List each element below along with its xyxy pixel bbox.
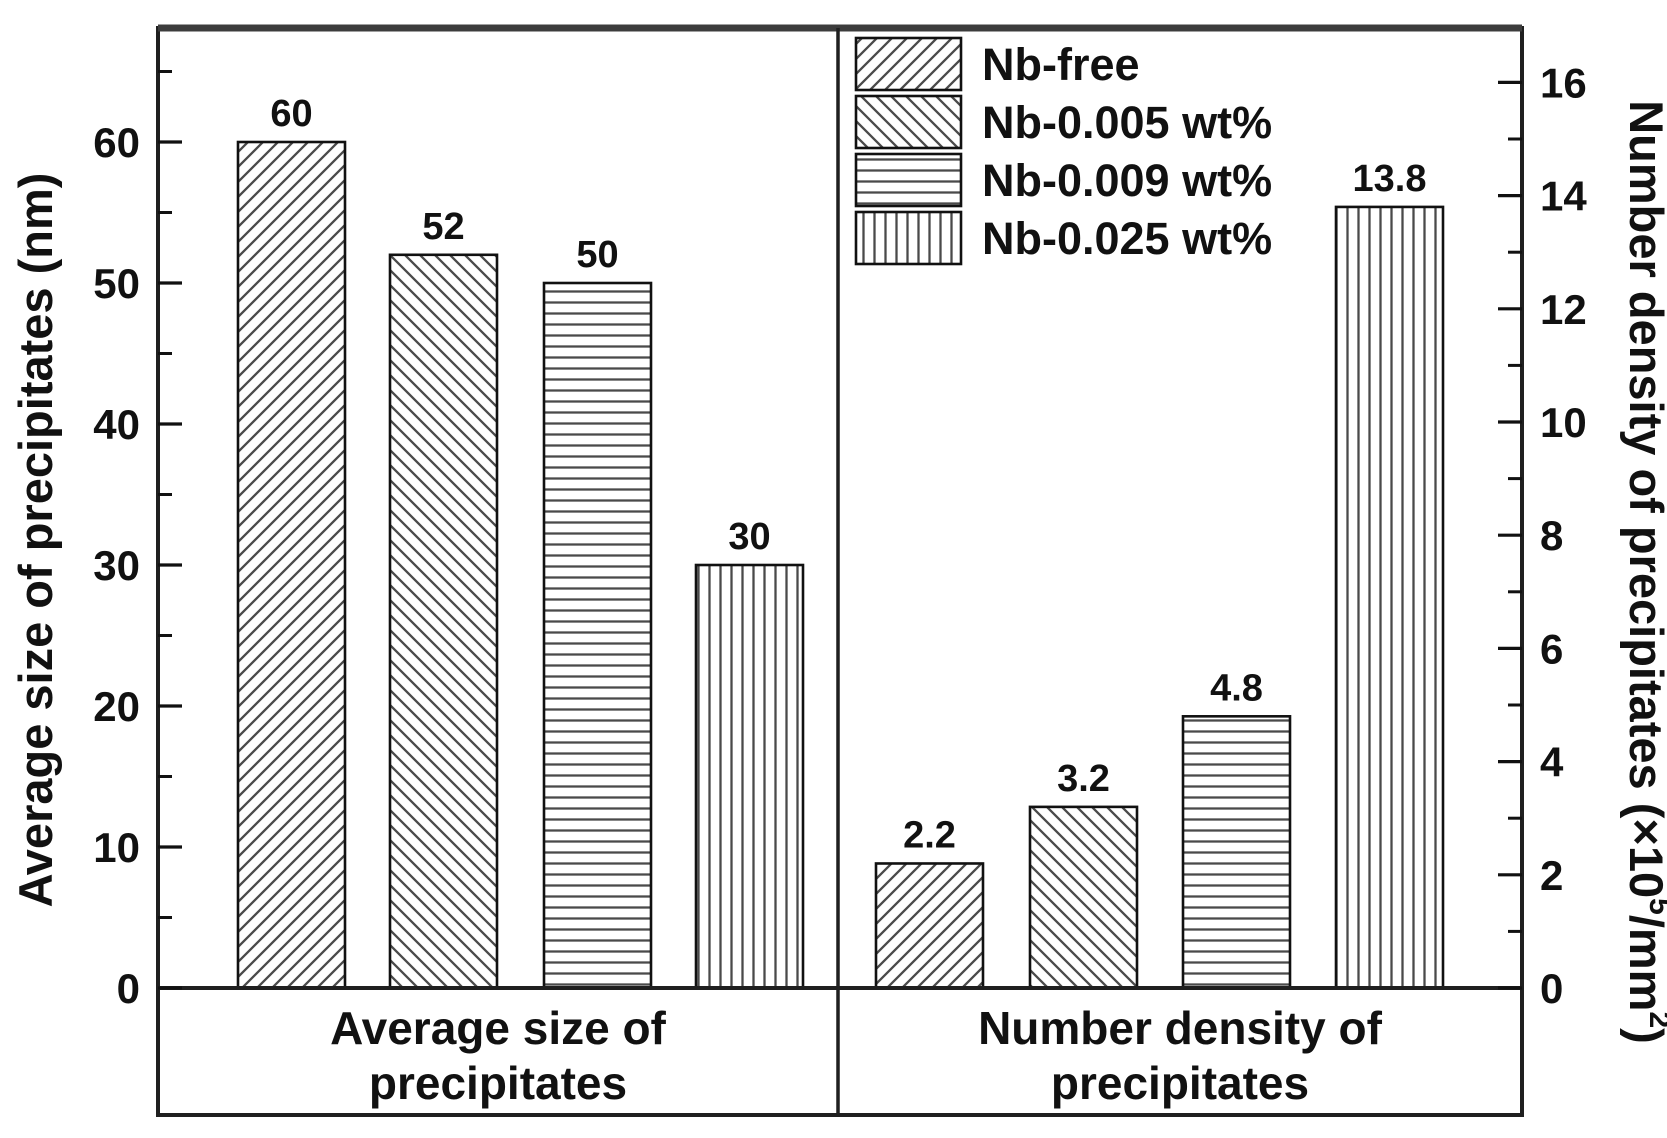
left-tick-label: 50	[93, 260, 140, 307]
left-axis-title: Average size of precipitates (nm)	[9, 173, 62, 908]
right-axis-ticks: 0 2 4 6 8 10 12 14 16	[1498, 59, 1587, 1012]
bar-average-size-of-precipitates-nb-0-025-wt	[694, 563, 805, 990]
right-axis-title: Number density of precipitates (×105/mm2…	[1620, 100, 1667, 1044]
bar-number-density-of-precipitates-nb-0-025-wt	[1334, 205, 1445, 990]
legend: Nb-free Nb-0.005 wt% Nb-0.009 wt% Nb-0.025 …	[854, 36, 1272, 266]
bar-value-label: 4.8	[1210, 667, 1263, 709]
category-label: Average size of	[330, 1002, 666, 1054]
category-label: precipitates	[369, 1057, 627, 1109]
bar-average-size-of-precipitates-nb-free	[236, 140, 347, 990]
bar-value-label: 30	[728, 516, 770, 558]
right-tick-label: 14	[1540, 173, 1587, 220]
legend-label: Nb-free	[982, 39, 1140, 90]
legend-swatch-diagonal-backward	[854, 94, 963, 150]
bars-layer: 60 52 50 30 2.2 3.2 4.8 13.8	[236, 93, 1445, 990]
legend-item-nb-0-005-wt: Nb-0.005 wt%	[854, 94, 1272, 150]
legend-item-nb-0-025-wt: Nb-0.025 wt%	[854, 210, 1272, 266]
legend-swatch-horizontal	[854, 152, 963, 208]
plot-frame	[156, 26, 1524, 1117]
right-tick-label: 8	[1540, 512, 1563, 559]
bar-number-density-of-precipitates-nb-0-009-wt	[1181, 715, 1292, 990]
bar-number-density-of-precipitates-nb-free	[874, 862, 985, 990]
bar-value-label: 52	[422, 206, 464, 248]
left-tick-label: 0	[117, 965, 140, 1012]
bar-value-label: 60	[270, 93, 312, 135]
bar-average-size-of-precipitates-nb-0-005-wt	[388, 253, 499, 990]
left-tick-label: 10	[93, 824, 140, 871]
right-tick-label: 6	[1540, 625, 1563, 672]
left-tick-label: 60	[93, 119, 140, 166]
bar-number-density-of-precipitates-nb-0-005-wt	[1028, 805, 1139, 990]
right-tick-label: 0	[1540, 965, 1563, 1012]
right-tick-label: 2	[1540, 852, 1563, 899]
legend-item-nb-free: Nb-free	[854, 36, 1140, 92]
legend-label: Nb-0.009 wt%	[982, 155, 1272, 206]
legend-label: Nb-0.025 wt%	[982, 213, 1272, 264]
category-label: precipitates	[1051, 1057, 1309, 1109]
bar-value-label: 13.8	[1353, 158, 1427, 200]
bar-value-label: 50	[576, 234, 618, 276]
legend-item-nb-0-009-wt: Nb-0.009 wt%	[854, 152, 1272, 208]
left-axis-ticks: 0 10 20 30 40 50 60	[93, 70, 182, 1012]
bar-value-label: 2.2	[903, 814, 956, 856]
frame-layer	[156, 24, 1524, 1117]
bar-average-size-of-precipitates-nb-0-009-wt	[542, 281, 653, 990]
left-tick-label: 30	[93, 542, 140, 589]
left-tick-label: 20	[93, 683, 140, 730]
right-tick-label: 4	[1540, 739, 1564, 786]
legend-swatch-diagonal-forward	[854, 36, 963, 92]
right-tick-label: 10	[1540, 399, 1587, 446]
legend-label: Nb-0.005 wt%	[982, 97, 1272, 148]
bar-value-label: 3.2	[1057, 758, 1110, 800]
legend-swatch-vertical	[854, 210, 963, 266]
left-tick-label: 40	[93, 401, 140, 448]
right-tick-label: 12	[1540, 286, 1587, 333]
right-tick-label: 16	[1540, 59, 1587, 106]
category-label: Number density of	[978, 1002, 1383, 1054]
